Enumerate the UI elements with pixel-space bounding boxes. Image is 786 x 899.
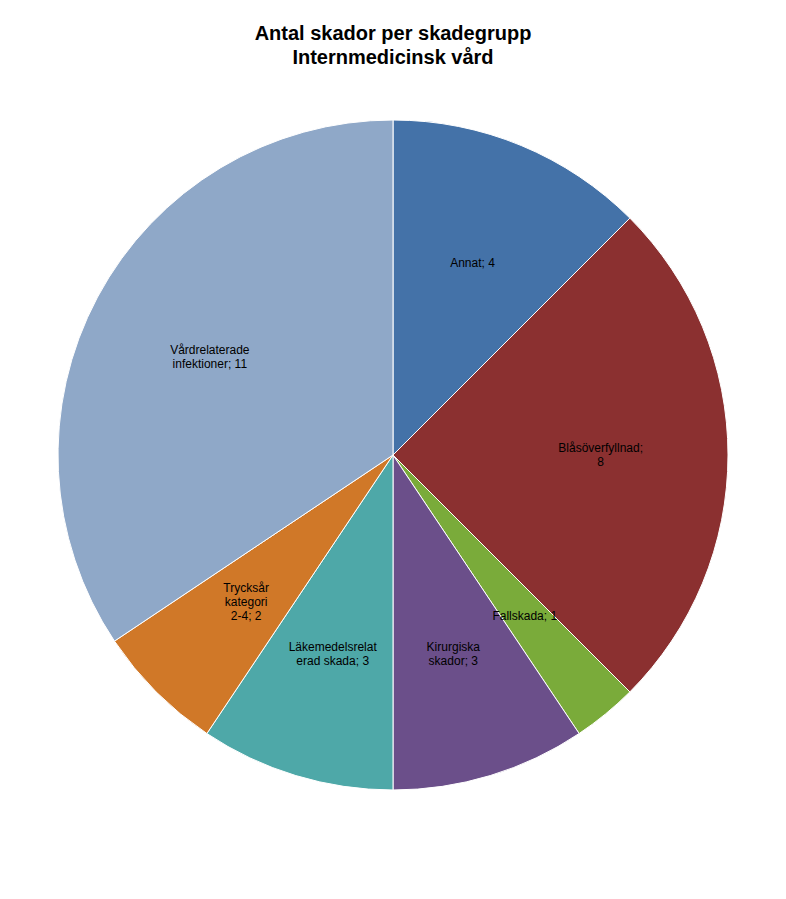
slice-label-line: erad skada; 3 <box>296 654 369 668</box>
slice-label: Annat; 4 <box>450 256 495 270</box>
chart-container: Antal skador per skadegruppInternmedicin… <box>0 0 786 899</box>
slice-label: Trycksårkategori2-4; 2 <box>223 581 269 623</box>
pie: Annat; 4 Blåsöverfyllnad;8 Fallskada; 1 Kir… <box>58 120 728 790</box>
chart-svg: Antal skador per skadegruppInternmedicin… <box>0 0 786 899</box>
slice-label-line: 2-4; 2 <box>231 609 262 623</box>
slice-label-line: Vårdrelaterade <box>170 343 250 357</box>
slice-label-line: Läkemedelsrelat <box>289 640 378 654</box>
slice-label-line: Kirurgiska <box>427 640 481 654</box>
slice-label-line: skador; 3 <box>429 654 479 668</box>
slice-label-line: Blåsöverfyllnad; <box>558 441 643 455</box>
slice-label-line: kategori <box>225 595 268 609</box>
slice-label-line: Fallskada; 1 <box>492 609 557 623</box>
slice-label: Kirurgiskaskador; 3 <box>427 640 481 668</box>
chart-title: Antal skador per skadegruppInternmedicin… <box>255 22 532 68</box>
slice-label: Fallskada; 1 <box>492 609 557 623</box>
slice-label-line: Annat; 4 <box>450 256 495 270</box>
slice-labels: Annat; 4 Blåsöverfyllnad;8 Fallskada; 1 Kir… <box>170 256 643 668</box>
chart-title-line: Internmedicinsk vård <box>292 46 493 68</box>
background <box>0 0 786 899</box>
slice-label-line: Trycksår <box>223 581 269 595</box>
slice-label-line: infektioner; 11 <box>173 357 248 371</box>
slice-label-line: 8 <box>597 455 604 469</box>
slice-label: Vårdrelateradeinfektioner; 11 <box>170 343 250 371</box>
slice-label: Blåsöverfyllnad;8 <box>558 441 643 469</box>
chart-title-line: Antal skador per skadegrupp <box>255 22 532 44</box>
slices <box>58 120 728 790</box>
pie-slice <box>393 455 579 790</box>
pie-slice <box>58 120 393 641</box>
slice-label: Läkemedelsrelaterad skada; 3 <box>289 640 378 668</box>
